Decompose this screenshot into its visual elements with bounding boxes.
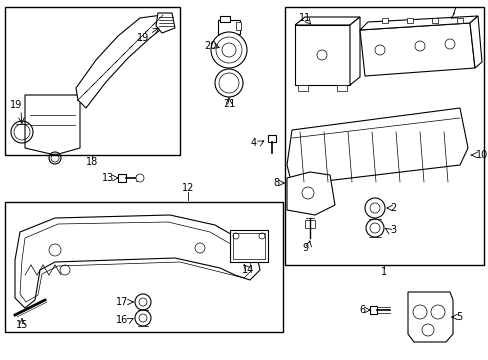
Polygon shape [15,215,260,308]
Polygon shape [25,95,80,155]
Text: 10: 10 [475,150,487,160]
Polygon shape [349,17,359,85]
Bar [456,18,462,23]
Text: 19: 19 [137,33,149,43]
Bar [218,20,240,34]
Bar [336,85,346,91]
Polygon shape [76,15,170,108]
Text: 8: 8 [272,178,279,188]
Circle shape [136,174,143,182]
Text: 9: 9 [301,243,307,253]
Text: 13: 13 [102,173,114,183]
Bar [5,202,283,332]
Bar [369,306,376,314]
Polygon shape [156,13,175,33]
Text: 18: 18 [86,157,98,167]
Polygon shape [359,23,474,76]
Circle shape [364,198,384,218]
Polygon shape [286,108,467,185]
Bar [232,233,264,259]
Text: 5: 5 [455,312,461,322]
Polygon shape [469,16,481,68]
Text: 6: 6 [359,305,365,315]
Text: 4: 4 [250,138,257,148]
Polygon shape [359,16,477,30]
Bar [229,230,267,262]
Text: 19: 19 [10,100,22,110]
Bar [236,22,241,30]
Circle shape [135,294,151,310]
Text: 12: 12 [182,183,194,193]
Text: 2: 2 [389,203,395,213]
Bar [431,18,437,23]
Circle shape [135,310,151,326]
Text: 20: 20 [203,41,216,51]
Text: 17: 17 [115,297,128,307]
Bar [285,7,483,265]
Text: 11: 11 [298,13,310,23]
Bar [297,85,307,91]
Text: 14: 14 [242,265,254,275]
Polygon shape [407,292,452,342]
Bar [220,16,229,22]
Bar [381,18,387,23]
Polygon shape [286,172,334,215]
Bar [294,25,349,85]
Bar [5,7,180,155]
Bar [267,135,275,142]
Text: 16: 16 [116,315,128,325]
Bar [305,220,314,228]
Text: 21: 21 [223,99,235,109]
Polygon shape [294,17,359,25]
Text: 3: 3 [389,225,395,235]
Bar [118,174,126,182]
Text: 15: 15 [16,320,28,330]
Bar [406,18,412,23]
Text: 1: 1 [380,267,386,277]
Circle shape [365,219,383,237]
Circle shape [210,32,246,68]
Text: 7: 7 [449,7,455,17]
